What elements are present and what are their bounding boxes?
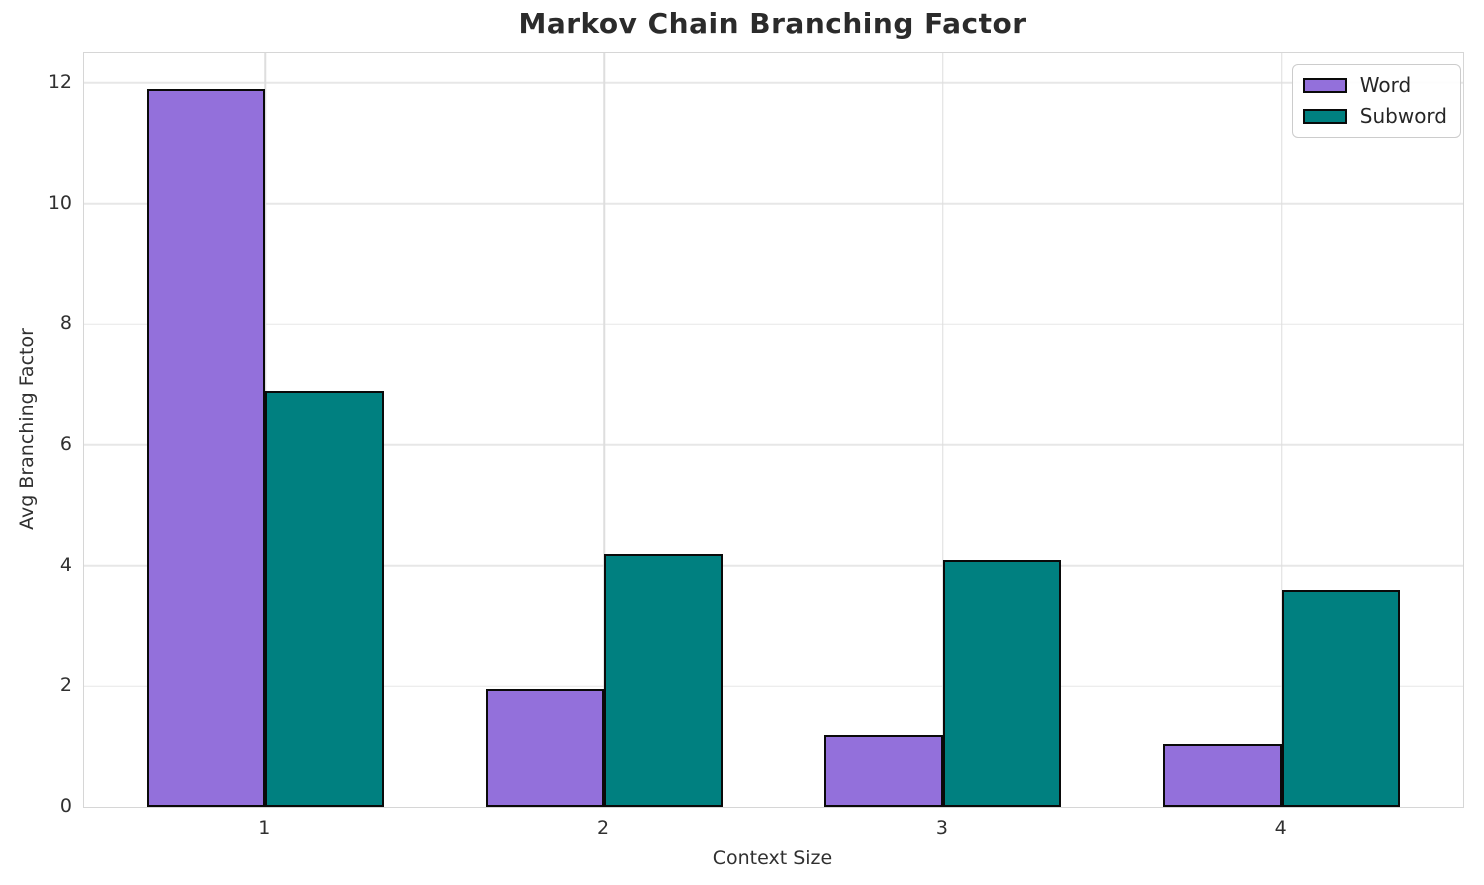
- x-axis-label: Context Size: [712, 847, 833, 869]
- gridline-y-8: [84, 323, 1463, 325]
- legend-label-subword: Subword: [1359, 104, 1447, 128]
- bar-word-2: [485, 689, 605, 807]
- ytick-label-4: 4: [59, 553, 72, 576]
- legend-swatch-word: [1302, 78, 1347, 93]
- legend-item-subword: Subword: [1302, 104, 1447, 129]
- legend-label-word: Word: [1359, 73, 1412, 97]
- ytick-label-0: 0: [59, 795, 72, 817]
- ytick-label-12: 12: [47, 70, 72, 93]
- gridline-y-12: [84, 82, 1463, 84]
- ytick-label-6: 6: [59, 432, 72, 455]
- ytick-label-10: 10: [47, 191, 72, 214]
- gridline-y-10: [84, 202, 1463, 205]
- gridline-y-6: [84, 444, 1463, 446]
- legend-swatch-subword: [1302, 109, 1347, 124]
- plot-area: Word Subword: [83, 52, 1464, 808]
- bar-subword-3: [942, 559, 1062, 807]
- bar-word-1: [146, 88, 266, 807]
- legend: Word Subword: [1291, 64, 1461, 138]
- bar-subword-4: [1281, 589, 1401, 807]
- gridline-x-4: [1280, 53, 1283, 807]
- ytick-label-8: 8: [59, 312, 72, 335]
- gridline-x-3: [942, 53, 944, 807]
- xtick-label-2: 2: [597, 817, 610, 839]
- bar-word-4: [1163, 743, 1282, 807]
- bar-subword-1: [265, 390, 384, 807]
- bar-subword-2: [604, 553, 723, 807]
- xtick-label-1: 1: [258, 817, 271, 839]
- gridline-y-4: [84, 564, 1463, 567]
- chart-title: Markov Chain Branching Factor: [518, 7, 1027, 40]
- gridline-x-2: [603, 53, 605, 807]
- xtick-label-3: 3: [935, 817, 948, 839]
- gridline-y-2: [84, 685, 1463, 688]
- legend-item-word: Word: [1302, 73, 1447, 98]
- ytick-label-2: 2: [59, 674, 72, 697]
- bar-word-3: [824, 734, 943, 807]
- xtick-label-4: 4: [1274, 817, 1287, 839]
- y-axis-label: Avg Branching Factor: [16, 328, 38, 530]
